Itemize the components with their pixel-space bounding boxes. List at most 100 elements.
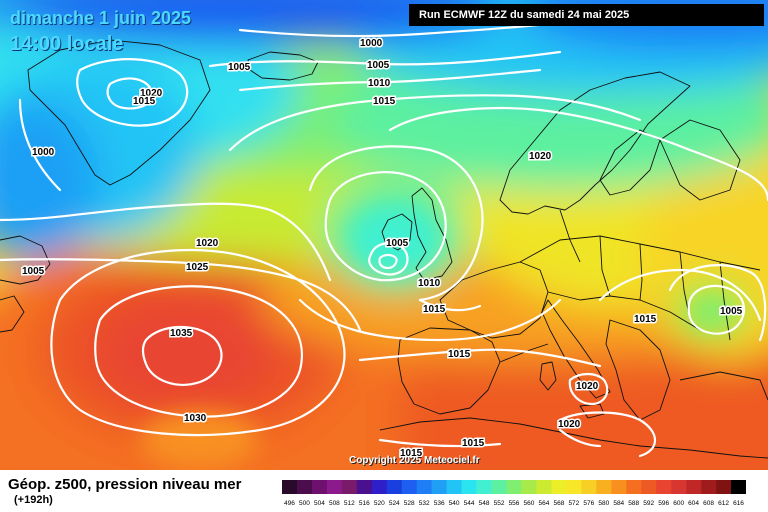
isobar-label: 1005 <box>720 306 743 317</box>
legend-label: 544 <box>464 500 475 507</box>
legend-label: 548 <box>479 500 490 507</box>
legend-label: 528 <box>404 500 415 507</box>
legend-label: 552 <box>494 500 505 507</box>
legend-swatch <box>671 480 687 494</box>
legend-label: 512 <box>344 500 355 507</box>
isobar-label: 1010 <box>418 278 441 289</box>
legend-swatch <box>282 480 298 494</box>
isobar-label: 1000 <box>360 38 383 49</box>
legend-swatch <box>431 480 447 494</box>
isobar-label: 1020 <box>558 419 581 430</box>
isobar-label: 1015 <box>423 304 446 315</box>
legend-label: 500 <box>299 500 310 507</box>
legend-swatch <box>461 480 477 494</box>
isobar-label: 1010 <box>368 78 391 89</box>
legend-swatch <box>296 480 313 494</box>
coastlines <box>0 39 768 459</box>
legend-label: 564 <box>539 500 550 507</box>
isobars <box>0 16 768 458</box>
forecast-map: 1000 1005 1010 1015 1005 1020 1015 1000 … <box>0 0 768 470</box>
isobar-label: 1020 <box>529 151 552 162</box>
isobar-label: 1015 <box>400 448 423 459</box>
legend-label: 600 <box>673 500 684 507</box>
legend-label: 532 <box>419 500 430 507</box>
isobar-label: 1005 <box>367 60 390 71</box>
legend-label: 516 <box>359 500 370 507</box>
legend-swatch <box>566 480 582 494</box>
legend-label: 584 <box>613 500 624 507</box>
legend-swatch <box>686 480 702 494</box>
legend-label: 556 <box>509 500 520 507</box>
legend-swatch <box>311 480 328 494</box>
isobar-label: 1030 <box>184 413 207 424</box>
legend-swatch <box>716 480 732 494</box>
legend-swatch <box>521 480 537 494</box>
legend-label: 536 <box>434 500 445 507</box>
isobar-label: 1015 <box>634 314 657 325</box>
legend-swatches <box>282 480 746 494</box>
legend-swatch <box>536 480 552 494</box>
forecast-date: dimanche 1 juin 2025 <box>10 8 192 28</box>
legend-swatch <box>371 480 388 494</box>
legend-swatch <box>356 480 373 494</box>
legend-swatch <box>596 480 612 494</box>
legend-label: 616 <box>733 500 744 507</box>
legend-label: 596 <box>658 500 669 507</box>
legend-label: 604 <box>688 500 699 507</box>
isobar-label: 1020 <box>576 381 599 392</box>
legend-label: 612 <box>718 500 729 507</box>
forecast-time: 14:00 locale <box>10 33 124 55</box>
legend-swatch <box>326 480 343 494</box>
color-scale-legend: 496 500 504 508 512 516 520 524 528 532 536 540 544 5… <box>282 480 746 507</box>
isobar-label: 1015 <box>373 96 396 107</box>
isobar-label: 1035 <box>170 328 193 339</box>
legend-swatch <box>641 480 657 494</box>
legend-label: 576 <box>583 500 594 507</box>
legend-label: 592 <box>643 500 654 507</box>
legend-swatch <box>476 480 492 494</box>
legend-swatch <box>701 480 717 494</box>
field-title: Géop. z500, pression niveau mer <box>8 476 242 493</box>
legend-label: 580 <box>598 500 609 507</box>
legend-swatch <box>581 480 597 494</box>
legend-label: 568 <box>553 500 564 507</box>
model-run-label: Run ECMWF 12Z du samedi 24 mai 2025 <box>409 4 764 26</box>
legend-label: 540 <box>449 500 460 507</box>
legend-label: 572 <box>568 500 579 507</box>
legend-label: 524 <box>389 500 400 507</box>
legend-swatch <box>401 480 418 494</box>
legend-label: 496 <box>284 500 295 507</box>
isobar-label: 1020 <box>196 238 219 249</box>
copyright-text: Copyright 2025 Meteociel.fr <box>349 455 480 466</box>
isobar-label: 1015 <box>133 96 156 107</box>
isobar-label: 1005 <box>386 238 409 249</box>
isobar-label: 1005 <box>228 62 251 73</box>
forecast-horizon: (+192h) <box>14 494 53 506</box>
legend-label: 520 <box>374 500 385 507</box>
legend-label: 508 <box>329 500 340 507</box>
isobar-labels: 1000 1005 1010 1015 1005 1020 1015 1000 … <box>21 37 745 461</box>
legend-swatch <box>506 480 522 494</box>
isobar-label: 1015 <box>462 438 485 449</box>
legend-swatch <box>551 480 567 494</box>
legend-swatch <box>446 480 462 494</box>
legend-swatch <box>491 480 507 494</box>
isobar-label: 1000 <box>32 147 55 158</box>
legend-label: 588 <box>628 500 639 507</box>
legend-labels: 496 500 504 508 512 516 520 524 528 532 536 540 544 5… <box>284 500 744 507</box>
isobar-label: 1025 <box>186 262 209 273</box>
legend-swatch <box>626 480 642 494</box>
legend-swatch <box>611 480 627 494</box>
legend-swatch <box>731 480 746 494</box>
legend-label: 608 <box>703 500 714 507</box>
legend-swatch <box>386 480 403 494</box>
isobar-label: 1020 <box>140 88 163 99</box>
legend-swatch <box>341 480 358 494</box>
legend-swatch <box>416 480 432 494</box>
isobar-label: 1005 <box>22 266 45 277</box>
legend-swatch <box>656 480 672 494</box>
legend-label: 504 <box>314 500 325 507</box>
legend-label: 560 <box>524 500 535 507</box>
isobar-label: 1015 <box>448 349 471 360</box>
